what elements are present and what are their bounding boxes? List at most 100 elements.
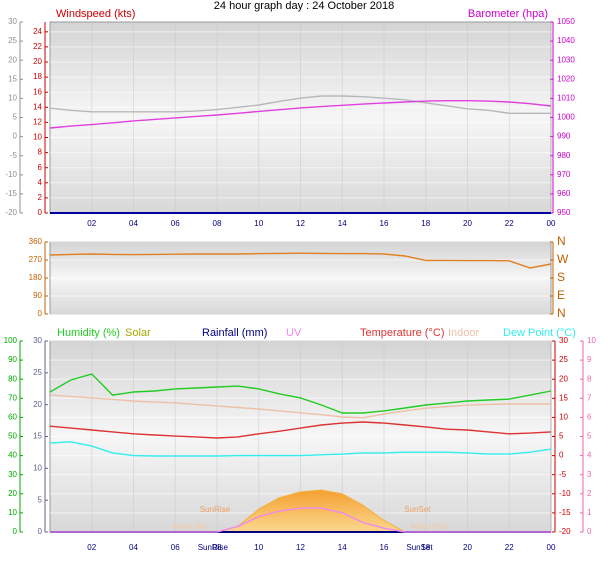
legend-entry: Temperature (°C) <box>360 327 444 339</box>
x-tick-label: 18 <box>421 219 430 228</box>
y-tick-label: 10 <box>8 94 17 103</box>
series-line <box>49 95 551 114</box>
y-tick-label: 30 <box>8 470 17 479</box>
y-tick-label: 0 <box>559 451 564 460</box>
y-tick-label: 180 <box>29 273 43 282</box>
y-tick-label: 10 <box>33 463 42 472</box>
y-tick-label: 70 <box>8 393 17 402</box>
x-tick-label: 02 <box>87 219 96 228</box>
y-tick-label: 20 <box>8 489 17 498</box>
x-tick-label: 22 <box>505 543 514 552</box>
annotation: SunSet <box>404 505 431 514</box>
x-tick-label: 00 <box>547 219 556 228</box>
y-tick-label: 14 <box>33 102 42 111</box>
y-tick-label: 1010 <box>557 94 575 103</box>
y-tick-label: 990 <box>557 132 571 141</box>
y-tick-label: -15 <box>5 189 17 198</box>
y-tick-label: 5 <box>38 495 43 504</box>
series-line <box>49 441 552 457</box>
y-tick-label: W <box>557 252 569 266</box>
y-tick-label: 6 <box>587 413 592 422</box>
y2-axis-title: Barometer (hpa) <box>468 8 548 20</box>
y-tick-label: 960 <box>557 189 571 198</box>
series-line <box>49 252 552 269</box>
x-tick-label: 20 <box>463 219 472 228</box>
y-tick-label: 0 <box>38 309 43 318</box>
x-tick-label: 16 <box>380 543 389 552</box>
series-line <box>50 507 551 533</box>
y-tick-label: 8 <box>38 148 43 157</box>
y-tick-label: 20 <box>33 57 42 66</box>
x-tick-label: 08 <box>213 543 222 552</box>
x-tick-label: 06 <box>171 219 180 228</box>
y-tick-label: 15 <box>33 432 42 441</box>
x-annotation: SunRise <box>198 543 229 552</box>
annotation: SunRise <box>200 505 231 514</box>
legend-entry: Rainfall (mm) <box>202 327 267 339</box>
y-tick-label: 1020 <box>557 74 575 83</box>
y-tick-label: 16 <box>33 87 42 96</box>
y-tick-label: -5 <box>10 151 18 160</box>
y-tick-label: 60 <box>8 413 17 422</box>
y-tick-label: 25 <box>8 36 17 45</box>
y-tick-label: 30 <box>8 17 17 26</box>
y-tick-label: N <box>557 234 566 248</box>
series-line <box>49 421 552 439</box>
y-tick-label: E <box>557 288 565 302</box>
x-tick-label: 14 <box>338 219 347 228</box>
y-tick-label: 7 <box>587 393 592 402</box>
y-tick-label: 25 <box>33 368 42 377</box>
y-tick-label: 18 <box>33 72 42 81</box>
legend-entry: Humidity (%) <box>57 327 120 339</box>
y-tick-label: 10 <box>559 413 568 422</box>
y-tick-label: 360 <box>29 237 43 246</box>
y-tick-label: 270 <box>29 255 43 264</box>
y-tick-label: 0 <box>38 527 43 536</box>
x-tick-label: 12 <box>296 219 305 228</box>
y-tick-label: 30 <box>559 336 568 345</box>
y-tick-label: 2 <box>38 193 43 202</box>
y-tick-label: 4 <box>587 451 592 460</box>
y-tick-label: -20 <box>5 208 17 217</box>
legend-entry: Solar <box>125 327 151 339</box>
y-tick-label: 20 <box>8 55 17 64</box>
y-tick-label: 4 <box>38 178 43 187</box>
y-tick-label: 30 <box>33 336 42 345</box>
y-tick-label: 5 <box>587 432 592 441</box>
y-tick-label: 12 <box>33 118 42 127</box>
y-tick-label: 10 <box>33 133 42 142</box>
series-line <box>49 100 552 129</box>
x-tick-label: 04 <box>129 219 138 228</box>
y-tick-label: 1040 <box>557 36 575 45</box>
y-tick-label: 2 <box>587 489 592 498</box>
x-tick-label: 16 <box>380 219 389 228</box>
y-tick-label: 950 <box>557 208 571 217</box>
y-tick-label: 15 <box>8 74 17 83</box>
y-tick-label: 10 <box>587 336 596 345</box>
y-tick-label: 980 <box>557 151 571 160</box>
series-line <box>49 394 551 419</box>
y-tick-label: -20 <box>559 527 571 536</box>
y-tick-label: 0 <box>38 208 43 217</box>
y-tick-label: 9 <box>587 355 592 364</box>
y-tick-label: 90 <box>33 291 42 300</box>
series-line <box>49 373 552 414</box>
y-tick-label: 0 <box>13 527 18 536</box>
y-tick-label: 22 <box>33 42 42 51</box>
x-annotation: SunSet <box>406 543 433 552</box>
y-tick-label: 1050 <box>557 17 575 26</box>
x-tick-label: 04 <box>129 543 138 552</box>
y-tick-label: 24 <box>33 27 42 36</box>
y-tick-label: 970 <box>557 170 571 179</box>
x-tick-label: 20 <box>463 543 472 552</box>
y-tick-label: 90 <box>8 355 17 364</box>
y-tick-label: 0 <box>587 527 592 536</box>
x-tick-label: 22 <box>505 219 514 228</box>
y-tick-label: 1000 <box>557 113 575 122</box>
y-tick-label: 80 <box>8 374 17 383</box>
legend-entry: Dew Point (°C) <box>503 327 576 339</box>
x-tick-label: 10 <box>254 543 263 552</box>
y-tick-label: 100 <box>4 336 18 345</box>
y-tick-label: 1 <box>587 508 592 517</box>
